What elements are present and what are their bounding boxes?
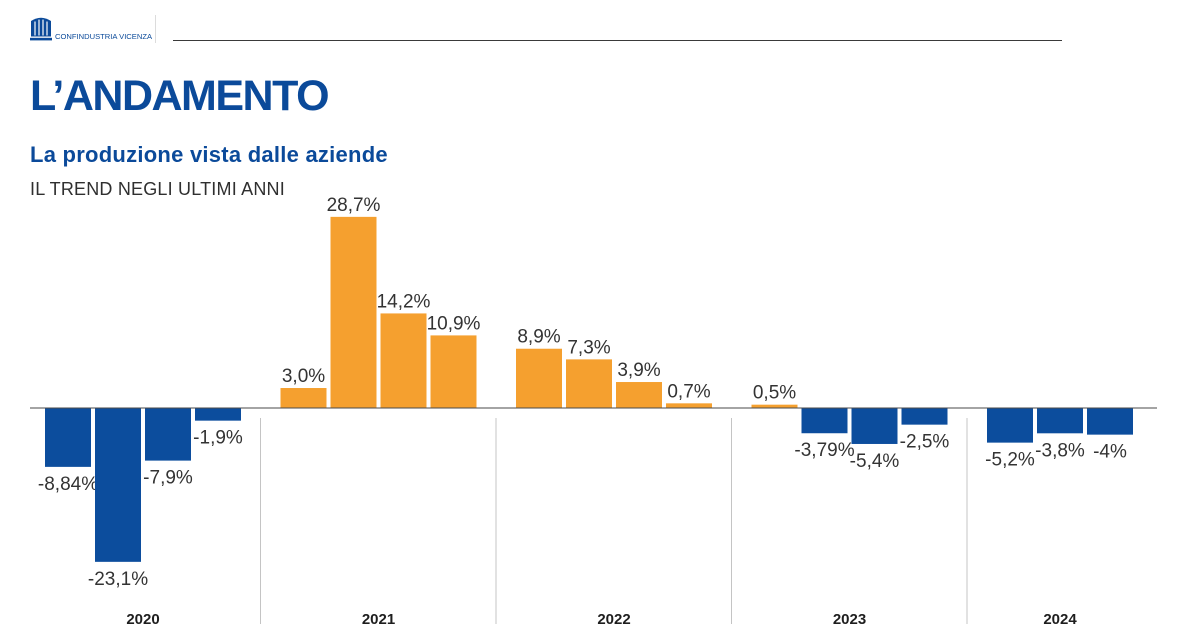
data-label-2021-4: 10,9% [427,313,481,334]
bar-2024-3 [1087,408,1133,435]
bar-2024-2 [1037,408,1083,434]
year-label-2021: 2021 [362,611,395,628]
data-label-2021-3: 14,2% [377,291,431,312]
bar-2021-4 [430,335,477,408]
year-label-2024: 2024 [1043,611,1077,628]
year-label-2022: 2022 [597,611,630,628]
bar-2021-2 [330,216,377,408]
data-label-2023-4: -2,5% [900,432,950,453]
data-label-2021-2: 28,7% [327,195,381,216]
data-label-2021-1: 3,0% [282,366,325,387]
data-label-2023-3: -5,4% [850,451,900,472]
data-label-2020-1: -8,84% [38,474,98,495]
bar-2023-2 [801,408,848,434]
data-label-2022-4: 0,7% [667,381,710,402]
bar-2020-3 [145,408,191,461]
confindustria-logo-icon [30,17,52,41]
data-label-2023-2: -3,79% [794,440,854,461]
data-label-2023-1: 0,5% [753,383,796,404]
data-label-2024-2: -3,8% [1035,440,1085,461]
bar-2023-1 [751,404,798,408]
page-title: L’ANDAMENTO [30,72,330,120]
bar-2022-2 [566,359,612,408]
bar-2023-3 [851,408,898,444]
brand-name: CONFINDUSTRIA VICENZA [55,32,153,41]
data-label-2020-4: -1,9% [193,428,243,449]
bar-2021-3 [380,313,427,408]
chart-caption: IL TREND NEGLI ULTIMI ANNI [30,179,285,199]
bar-2022-4 [666,403,712,408]
bar-2022-1 [516,348,562,408]
brand-logo: CONFINDUSTRIA VICENZA [30,15,154,43]
year-label-2020: 2020 [126,611,159,628]
logo-separator [155,15,156,43]
data-label-2022-3: 3,9% [617,360,660,381]
year-label-2023: 2023 [833,611,866,628]
data-label-2022-2: 7,3% [567,337,610,358]
header-rule [173,40,1062,41]
data-label-2024-1: -5,2% [985,450,1035,471]
bar-2020-2 [95,408,141,562]
data-label-2020-3: -7,9% [143,468,193,489]
bar-2024-1 [987,408,1033,443]
bar-2020-1 [45,408,91,467]
data-label-2022-1: 8,9% [517,327,560,348]
bar-2022-3 [616,382,662,408]
bar-2023-4 [901,408,948,425]
data-label-2020-2: -23,1% [88,569,148,590]
bar-2020-4 [195,408,241,421]
data-label-2024-3: -4% [1093,442,1127,463]
page-subtitle: La produzione vista dalle aziende [30,142,388,167]
bar-2021-1 [280,388,327,408]
